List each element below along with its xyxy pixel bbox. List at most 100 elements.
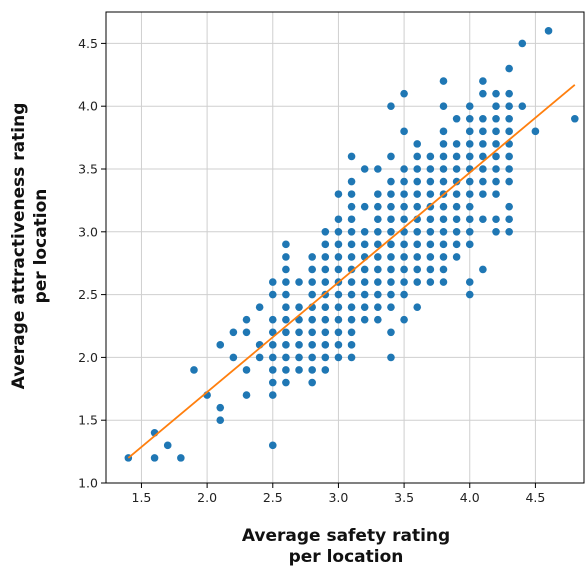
data-point <box>439 202 448 211</box>
data-point <box>216 341 225 349</box>
data-point <box>492 215 500 224</box>
data-point <box>413 202 422 211</box>
data-point <box>439 127 448 136</box>
data-point <box>268 290 277 299</box>
data-point <box>308 253 316 261</box>
x-tick-label: 2.0 <box>197 490 217 505</box>
data-point <box>505 202 513 211</box>
data-point <box>426 240 435 249</box>
data-point <box>492 114 500 123</box>
data-point <box>374 165 382 173</box>
data-point <box>321 303 330 311</box>
data-point <box>439 215 448 224</box>
data-point <box>268 391 277 399</box>
data-point <box>242 366 251 374</box>
data-point <box>505 165 513 173</box>
data-point <box>479 114 487 123</box>
data-point <box>360 265 369 274</box>
data-point <box>439 278 448 286</box>
data-point <box>282 240 290 249</box>
data-point <box>374 190 382 198</box>
data-point <box>268 315 277 324</box>
data-point <box>334 303 343 311</box>
data-point <box>387 290 395 299</box>
data-point <box>426 165 435 173</box>
data-point <box>387 190 395 198</box>
data-point <box>479 215 487 224</box>
x-tick-label: 1.5 <box>132 490 152 505</box>
data-point <box>400 215 408 224</box>
data-point <box>479 127 487 136</box>
data-point <box>518 39 527 48</box>
y-tick-label: 2.5 <box>78 287 98 302</box>
data-point <box>439 177 448 186</box>
y-tick-label: 2.0 <box>78 350 98 365</box>
data-point <box>374 228 382 236</box>
data-point <box>465 152 474 161</box>
data-point <box>505 64 513 73</box>
data-point <box>387 215 395 224</box>
data-point <box>295 341 303 349</box>
data-point <box>321 253 330 261</box>
data-point <box>465 102 474 110</box>
data-point <box>492 152 500 161</box>
data-point <box>387 265 395 274</box>
data-point <box>505 177 513 186</box>
data-point <box>505 89 513 98</box>
data-point <box>426 278 435 286</box>
data-point <box>255 353 264 362</box>
data-point <box>282 290 290 299</box>
data-point <box>334 265 343 274</box>
data-point <box>452 152 461 161</box>
data-point <box>374 290 382 299</box>
data-point <box>413 190 422 198</box>
data-point <box>268 378 277 387</box>
data-point <box>426 177 435 186</box>
data-point <box>282 366 290 374</box>
data-point <box>334 328 343 337</box>
data-point <box>374 253 382 261</box>
data-point <box>282 278 290 286</box>
data-point <box>452 177 461 186</box>
data-point <box>426 253 435 261</box>
data-point <box>374 240 382 249</box>
data-point <box>492 140 500 148</box>
data-point <box>387 328 395 337</box>
data-point <box>479 89 487 98</box>
data-point <box>347 228 356 236</box>
grid-lines <box>106 12 584 484</box>
data-point <box>360 165 369 173</box>
data-point <box>387 278 395 286</box>
data-point <box>439 152 448 161</box>
y-axis-title-line-1: Average attractiveness rating <box>9 103 29 390</box>
data-point <box>347 253 356 261</box>
data-point <box>268 341 277 349</box>
data-point <box>374 215 382 224</box>
data-point <box>360 303 369 311</box>
data-point <box>347 240 356 249</box>
data-point <box>492 165 500 173</box>
data-point <box>400 89 408 98</box>
data-point <box>387 240 395 249</box>
data-point <box>479 140 487 148</box>
data-point <box>347 290 356 299</box>
data-point <box>321 240 330 249</box>
data-point <box>465 215 474 224</box>
data-point <box>452 140 461 148</box>
data-point <box>216 403 225 412</box>
x-tick-label: 4.5 <box>525 490 545 505</box>
data-point <box>479 190 487 198</box>
data-point <box>229 328 238 337</box>
data-point <box>492 89 500 98</box>
data-point <box>387 152 395 161</box>
data-point <box>268 328 277 337</box>
data-point <box>452 165 461 173</box>
x-tick-label: 2.5 <box>263 490 283 505</box>
data-point <box>400 202 408 211</box>
data-point <box>505 102 513 110</box>
data-point <box>268 366 277 374</box>
data-point <box>177 454 185 462</box>
data-point <box>544 27 553 35</box>
x-axis-title-line-1: Average safety rating <box>242 526 450 546</box>
